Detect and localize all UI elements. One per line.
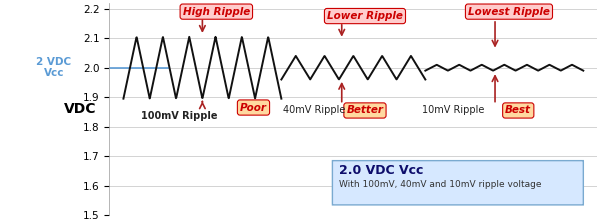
Text: High Ripple: High Ripple xyxy=(182,7,250,17)
Text: Best: Best xyxy=(505,106,531,116)
FancyBboxPatch shape xyxy=(332,161,583,205)
Text: 40mV Ripple: 40mV Ripple xyxy=(283,106,345,116)
Text: 100mV Ripple: 100mV Ripple xyxy=(141,111,217,121)
Text: Lower Ripple: Lower Ripple xyxy=(327,11,403,21)
Text: Better: Better xyxy=(346,106,383,116)
Y-axis label: VDC: VDC xyxy=(64,102,97,116)
Text: 2.0 VDC Vcc: 2.0 VDC Vcc xyxy=(340,164,424,177)
Text: Lowest Ripple: Lowest Ripple xyxy=(468,7,550,17)
Text: 10mV Ripple: 10mV Ripple xyxy=(422,106,484,116)
Text: With 100mV, 40mV and 10mV ripple voltage: With 100mV, 40mV and 10mV ripple voltage xyxy=(340,180,542,189)
Text: 2 VDC
Vcc: 2 VDC Vcc xyxy=(36,57,71,78)
Text: Poor: Poor xyxy=(240,103,267,112)
